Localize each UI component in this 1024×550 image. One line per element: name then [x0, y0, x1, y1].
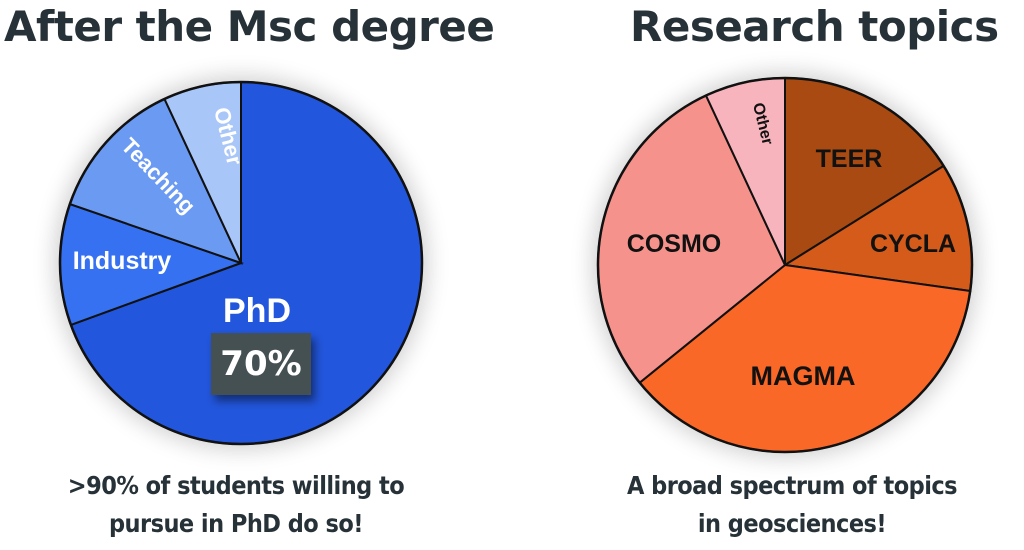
msc-outcomes-panel: After the Msc degree Industry Teaching O…	[4, 2, 495, 543]
chart-caption: >90% of students willing to pursue in Ph…	[38, 467, 434, 543]
chart-title: After the Msc degree	[4, 2, 495, 51]
caption-line-1: A broad spectrum of topics	[626, 471, 958, 500]
label-phd: PhD	[223, 292, 291, 330]
msc-outcomes-pie: Industry Teaching Other PhD	[58, 80, 424, 446]
chart-title: Research topics	[630, 2, 999, 51]
caption-line-2: in geosciences!	[697, 509, 887, 538]
chart-caption: A broad spectrum of topics in geoscience…	[594, 467, 990, 543]
caption-line-1: >90% of students willing to	[67, 471, 405, 500]
label-cosmo: COSMO	[627, 230, 721, 258]
caption-line-2: pursue in PhD do so!	[108, 509, 364, 538]
label-industry: Industry	[73, 247, 172, 275]
phd-percentage-badge: 70%	[211, 333, 311, 395]
research-topics-pie: TEER CYCLA MAGMA COSMO Other	[596, 76, 974, 454]
label-teer: TEER	[816, 145, 883, 173]
label-magma: MAGMA	[751, 361, 856, 391]
label-cycla: CYCLA	[870, 230, 956, 258]
research-topics-panel: Research topics TEER CYCLA MAGMA COSMO O…	[512, 0, 1024, 550]
